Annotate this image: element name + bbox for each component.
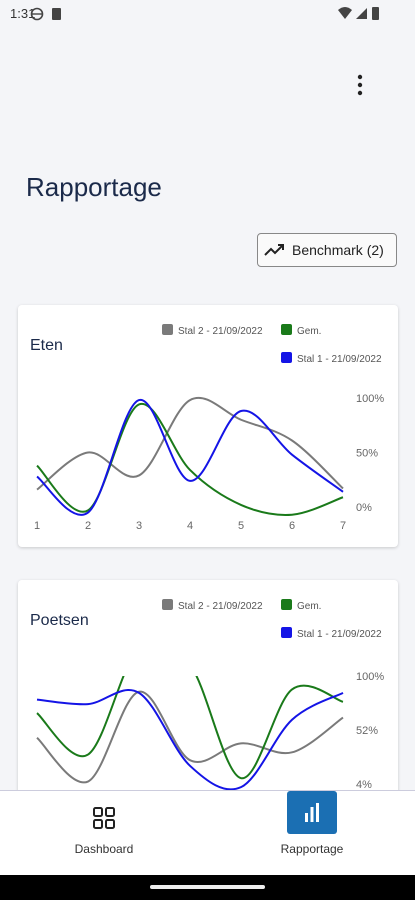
legend-label: Stal 1 - 21/09/2022 [297, 354, 382, 365]
nav-label: Dashboard [74, 842, 134, 856]
y-tick-label: 100% [356, 671, 384, 683]
nav-item[interactable]: Dashboard [54, 791, 154, 876]
y-tick-label: 100% [356, 393, 384, 405]
legend-swatch [281, 599, 292, 610]
chart: Poetsen Stal 2 - 21/09/2022 Gem. Stal 1 - 2… [30, 599, 384, 791]
series-line [36, 676, 344, 780]
legend-swatch [162, 324, 173, 335]
rapportage-icon [287, 791, 337, 834]
status-time: 1:31 [10, 6, 36, 21]
y-tick-label: 4% [356, 779, 372, 791]
x-tick-label: 3 [136, 520, 142, 532]
chart-card: Poetsen Stal 2 - 21/09/2022 Gem. Stal 1 - 2… [18, 580, 398, 822]
chart-title: Poetsen [30, 612, 89, 629]
chart: Eten Stal 2 - 21/09/2022 Gem. Stal 1 - 21/0… [30, 324, 384, 532]
legend-swatch [281, 627, 292, 638]
x-tick-label: 4 [187, 520, 193, 532]
legend-swatch [281, 352, 292, 363]
status-icons-left [30, 7, 61, 21]
legend-swatch [281, 324, 292, 335]
more-menu[interactable] [352, 72, 368, 98]
series-line [36, 689, 344, 791]
dashboard-icon [93, 807, 115, 829]
page-title: Rapportage [26, 172, 162, 202]
x-tick-label: 7 [340, 520, 346, 532]
series-line [36, 690, 344, 784]
legend-label: Gem. [297, 601, 321, 612]
chart-card: Eten Stal 2 - 21/09/2022 Gem. Stal 1 - 21/0… [18, 305, 398, 547]
series-line [36, 403, 344, 516]
home-indicator [150, 885, 265, 889]
x-tick-label: 1 [34, 520, 40, 532]
x-tick-label: 5 [238, 520, 244, 532]
benchmark-button[interactable]: Benchmark (2) [257, 233, 397, 267]
x-tick-label: 2 [85, 520, 91, 532]
y-tick-label: 50% [356, 448, 378, 460]
legend-swatch [162, 599, 173, 610]
nav-label: Rapportage [280, 842, 344, 856]
legend-label: Stal 1 - 21/09/2022 [297, 629, 382, 640]
y-tick-label: 52% [356, 725, 378, 737]
legend-label: Stal 2 - 21/09/2022 [178, 601, 263, 612]
system-bar [0, 875, 415, 900]
trend-icon [264, 244, 284, 256]
chart-title: Eten [30, 337, 63, 354]
bottom-nav: Dashboard Rapportage [0, 790, 415, 876]
legend-label: Gem. [297, 326, 321, 337]
series-line [36, 399, 344, 516]
status-icons-right [338, 7, 379, 20]
benchmark-label: Benchmark (2) [292, 242, 384, 258]
series-line [36, 397, 344, 491]
nav-item[interactable]: Rapportage [262, 791, 362, 876]
y-tick-label: 0% [356, 502, 372, 514]
x-tick-label: 6 [289, 520, 295, 532]
legend-label: Stal 2 - 21/09/2022 [178, 326, 263, 337]
